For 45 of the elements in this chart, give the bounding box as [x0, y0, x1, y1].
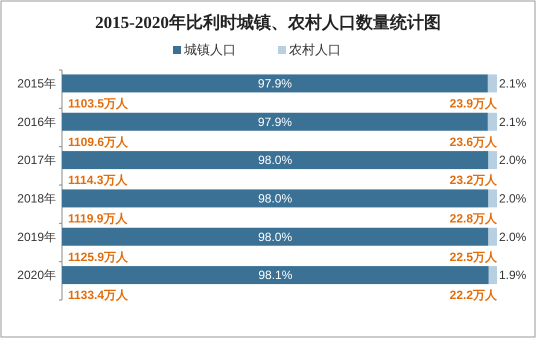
bar [62, 112, 488, 131]
data-label: 97.9% [258, 114, 292, 129]
bar [488, 74, 497, 92]
data-label: 2.0% [499, 153, 527, 168]
y-tick-label: 2018年 [17, 191, 56, 206]
annotation: 1119.9万人 [68, 211, 128, 226]
y-tick-label: 2017年 [17, 153, 56, 168]
y-tick-label: 2019年 [17, 230, 56, 244]
bar [488, 228, 497, 246]
data-label: 98.0% [258, 153, 292, 168]
annotation: 1125.9万人 [68, 250, 130, 264]
bar [62, 151, 488, 170]
y-tick-label: 2016年 [17, 114, 56, 129]
bar [62, 74, 488, 92]
data-label: 2.1% [499, 76, 527, 90]
annotation: 22.2万人 [450, 288, 498, 302]
bar [488, 151, 497, 170]
annotation: 1109.6万人 [68, 134, 130, 149]
y-tick-label: 2015年 [17, 76, 56, 90]
chart-title: 2015-2020年比利时城镇、农村人口数量统计图 [95, 13, 441, 32]
bar [488, 266, 497, 284]
data-label: 2.0% [499, 191, 527, 206]
bar [488, 112, 497, 131]
data-label: 98.0% [258, 191, 292, 206]
bar [62, 189, 488, 208]
data-label: 2.0% [499, 230, 527, 244]
bar [62, 228, 488, 246]
data-label: 98.1% [258, 268, 293, 282]
bar [488, 189, 497, 208]
annotation: 22.8万人 [450, 211, 498, 226]
data-label: 2.1% [499, 114, 527, 129]
annotation: 23.6万人 [450, 134, 498, 149]
data-label: 98.0% [258, 230, 292, 244]
annotation: 1133.4万人 [68, 288, 130, 302]
legend-label: 城镇人口 [183, 42, 236, 57]
data-label: 1.9% [499, 268, 527, 282]
annotation: 1103.5万人 [68, 96, 130, 110]
bar [62, 266, 489, 284]
data-label: 97.9% [258, 76, 292, 90]
legend-label: 农村人口 [289, 42, 341, 57]
y-tick-label: 2020年 [17, 268, 56, 282]
annotation: 23.2万人 [450, 173, 498, 188]
annotation: 1114.3万人 [68, 173, 128, 188]
annotation: 23.9万人 [450, 96, 498, 110]
annotation: 22.5万人 [450, 250, 498, 264]
